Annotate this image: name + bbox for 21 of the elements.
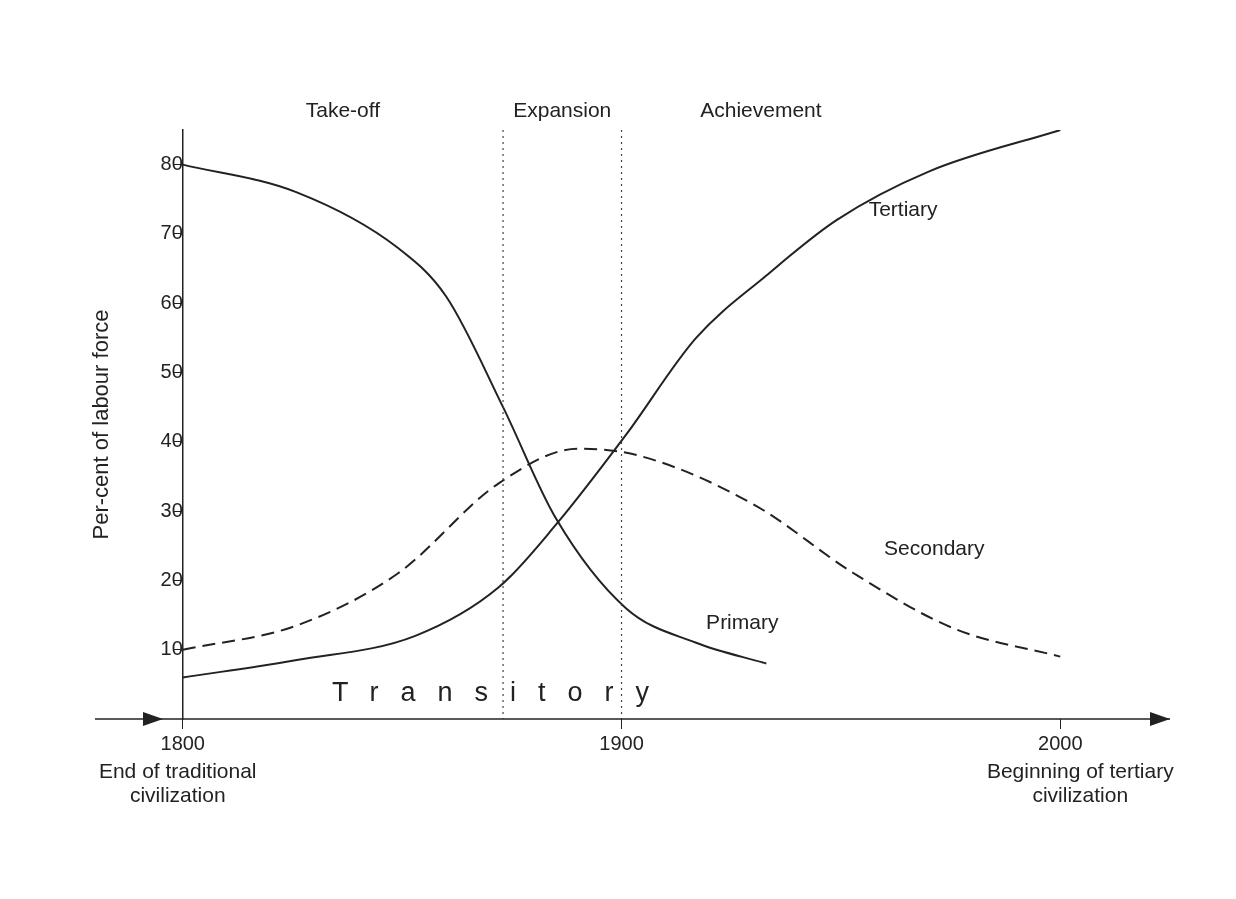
- y-tick-label: 50: [160, 360, 183, 383]
- y-tick-label: 20: [160, 567, 183, 590]
- y-tick-label: 70: [160, 221, 183, 244]
- y-tick-label: 80: [160, 152, 183, 175]
- x-tick-label: 2000: [1038, 731, 1083, 754]
- y-tick-label: 60: [160, 290, 183, 313]
- text: Beginning of tertiary civilization: [985, 759, 1175, 807]
- y-tick-label: 30: [160, 498, 183, 521]
- text: Take-off: [304, 98, 382, 122]
- text: End of traditional civilization: [97, 759, 258, 807]
- text: Achievement: [699, 98, 823, 122]
- x-tick-label: 1900: [599, 731, 644, 754]
- annotation: Transitory: [331, 677, 673, 708]
- text: Expansion: [512, 98, 613, 122]
- series-label: Primary: [706, 609, 779, 633]
- y-tick-label: 40: [160, 429, 183, 452]
- series-label: Tertiary: [868, 196, 939, 220]
- x-tick-label: 1800: [160, 731, 206, 754]
- series-label: Secondary: [884, 536, 985, 560]
- y-tick-label: 10: [160, 637, 183, 660]
- y-axis-title: Per-cent of labour force: [88, 309, 113, 540]
